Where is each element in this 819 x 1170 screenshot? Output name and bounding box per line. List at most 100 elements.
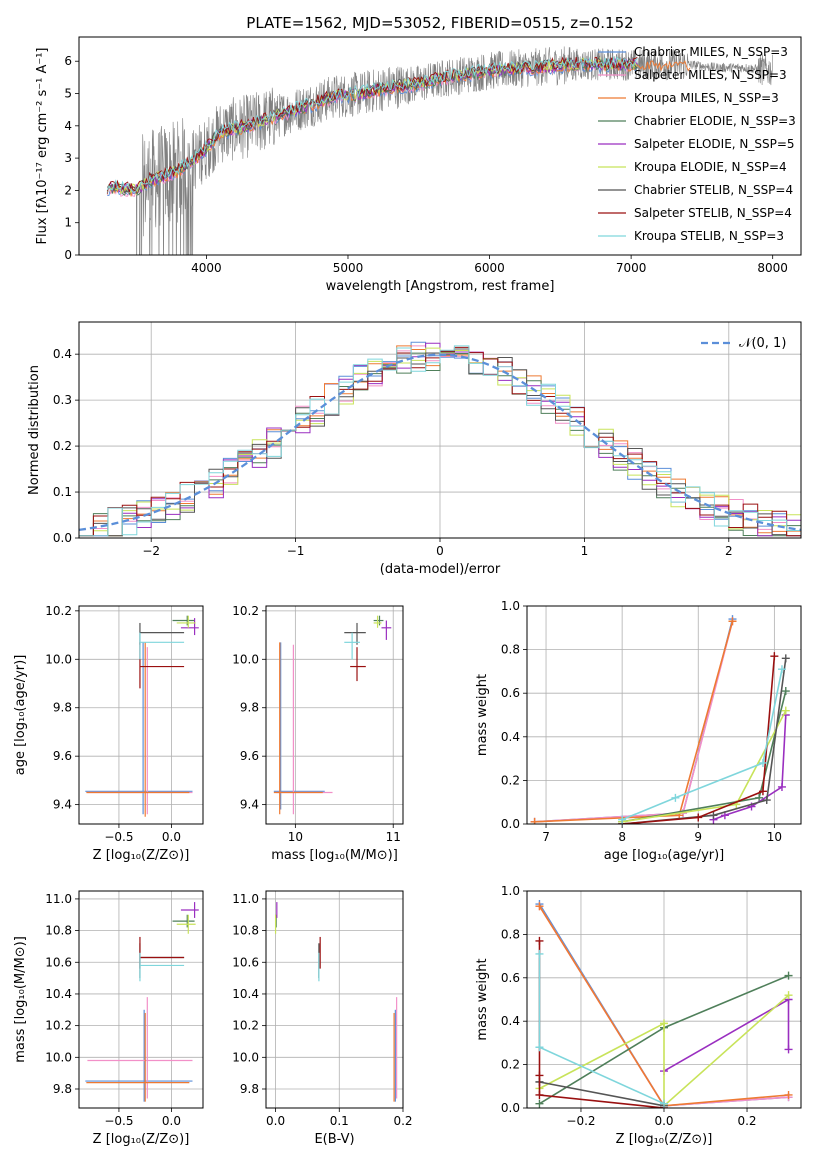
model-spectrum-salpeter_elodie bbox=[106, 57, 638, 194]
residuals-y-tick-label: 0.2 bbox=[53, 439, 72, 453]
weight-marker-kroupa_elodie bbox=[781, 706, 790, 715]
mass_vs_Z-y-axis-label: mass [log₁₀(M/M⊙)] bbox=[13, 936, 28, 1063]
weight_vs_Z-y-tick-label: 0.2 bbox=[501, 1058, 520, 1072]
mass_vs_Z-y-tick-label: 11.0 bbox=[45, 892, 72, 906]
mass_vs_ebv-panel: 0.0 0.1 0.2 9.8 10.0 10.2 10.4 10.6 10.8 11.0 E(B-… bbox=[232, 890, 413, 1147]
normal-distribution-curve bbox=[79, 353, 801, 532]
age_vs_mass-axes-frame bbox=[265, 605, 404, 825]
weight-marker-kroupa_miles bbox=[728, 617, 737, 626]
weight-line-salpeter_stelib bbox=[538, 940, 665, 1108]
legend-entry-normal: 𝒩(0, 1) bbox=[739, 336, 786, 351]
weight-marker-kroupa_stelib bbox=[777, 665, 786, 674]
weight-marker-kroupa_stelib bbox=[671, 793, 680, 802]
mass_vs_ebv-x-tick-label: 0.2 bbox=[393, 1114, 412, 1128]
spectrum-y-axis-label: Flux [fλ10⁻¹⁷ erg cm⁻² s⁻¹ A⁻¹] bbox=[35, 48, 50, 245]
spectrum-x-tick-label: 4000 bbox=[191, 261, 222, 275]
legend-entry-kroupa_stelib: Kroupa STELIB, N_SSP=3 bbox=[634, 229, 784, 243]
panels: 4000 5000 6000 7000 8000 0 1 2 3 4 5 6 wavelength [A… bbox=[13, 36, 802, 1147]
weight-line-chabrier_stelib bbox=[539, 1081, 665, 1107]
mass_vs_Z-axes-frame bbox=[78, 890, 204, 1109]
weight_vs_age-panel: 7 8 9 10 0.0 0.2 0.4 0.6 0.8 1.0 age [log₁₀(age/yr… bbox=[475, 599, 802, 863]
weight_vs_Z-x-tick-label: 0.0 bbox=[654, 1114, 673, 1128]
weight-marker-salpeter_elodie bbox=[784, 1045, 793, 1054]
age_vs_mass-y-tick-label: 9.4 bbox=[240, 798, 259, 812]
mass_vs_ebv-x-tick-label: 0.1 bbox=[330, 1114, 349, 1128]
weight_vs_Z-y-tick-label: 0.4 bbox=[501, 1014, 520, 1028]
weight_vs_Z-x-tick-label: −0.2 bbox=[566, 1114, 595, 1128]
residuals-x-tick-label: −1 bbox=[287, 544, 305, 558]
weight_vs_age-x-axis-label: age [log₁₀(age/yr)] bbox=[604, 848, 725, 863]
age_vs_Z-panel: −0.5 0.0 9.4 9.6 9.8 10.0 10.2 Z [log₁₀(Z/Z⊙)] a… bbox=[13, 604, 204, 863]
weight_vs_Z-y-axis-label: mass weight bbox=[475, 958, 490, 1040]
weight-marker-chabrier_stelib bbox=[709, 811, 718, 820]
mass_vs_ebv-y-tick-label: 10.6 bbox=[232, 955, 259, 969]
spectrum-x-tick-label: 7000 bbox=[616, 261, 647, 275]
residuals-panel: −2 −1 0 1 2 0.0 0.1 0.2 0.3 0.4 (data-model)/error… bbox=[27, 321, 802, 577]
weight-line-salpeter_stelib bbox=[622, 656, 776, 824]
residuals-y-axis-label: Normed distribution bbox=[27, 365, 42, 495]
weight_vs_Z-plot-area bbox=[527, 891, 801, 1108]
age_vs_Z-y-tick-label: 9.8 bbox=[53, 701, 72, 715]
mass_vs_ebv-x-tick-label: 0.0 bbox=[266, 1114, 285, 1128]
age_vs_Z-y-tick-label: 9.4 bbox=[53, 798, 72, 812]
weight-marker-kroupa_stelib bbox=[660, 1099, 668, 1108]
residuals-x-tick-label: 0 bbox=[436, 544, 444, 558]
mass_vs_ebv-y-tick-label: 10.4 bbox=[232, 987, 259, 1001]
residuals-x-axis-label: (data-model)/error bbox=[380, 562, 501, 577]
legend-entry-chabrier_elodie: Chabrier ELODIE, N_SSP=3 bbox=[634, 114, 796, 128]
residuals-y-tick-label: 0.4 bbox=[53, 347, 72, 361]
weight_vs_Z-x-tick-label: 0.2 bbox=[737, 1114, 756, 1128]
weight-marker-kroupa_elodie bbox=[784, 991, 793, 1000]
spectrum-legend: Chabrier MILES, N_SSP=3 Salpeter MILES, N… bbox=[598, 45, 796, 243]
age_vs_Z-axes-frame bbox=[78, 605, 204, 825]
histogram-kroupa_stelib bbox=[79, 345, 801, 538]
mass_vs_ebv-y-tick-label: 10.0 bbox=[232, 1050, 259, 1064]
weight-line-salpeter_miles bbox=[534, 621, 734, 823]
spectrum-y-tick-label: 0 bbox=[64, 248, 72, 262]
weight_vs_Z-y-tick-label: 1.0 bbox=[501, 884, 520, 898]
legend-entry-salpeter_stelib: Salpeter STELIB, N_SSP=4 bbox=[634, 206, 792, 220]
mass_vs_Z-y-tick-label: 10.8 bbox=[45, 924, 72, 938]
residuals-x-tick-label: 1 bbox=[581, 544, 589, 558]
spectrum-y-tick-label: 6 bbox=[64, 54, 72, 68]
weight-marker-salpeter_stelib bbox=[694, 813, 703, 822]
weight-marker-kroupa_stelib bbox=[618, 815, 627, 824]
weight_vs_age-y-tick-label: 0.8 bbox=[501, 643, 520, 657]
mass_vs_ebv-y-tick-label: 10.2 bbox=[232, 1019, 259, 1033]
weight_vs_Z-panel: −0.2 0.0 0.2 0.0 0.2 0.4 0.6 0.8 1.0 Z [log₁₀(Z/Z… bbox=[475, 884, 802, 1147]
model-spectrum-kroupa_stelib bbox=[106, 55, 638, 194]
mass_vs_Z-y-tick-label: 10.4 bbox=[45, 987, 72, 1001]
weight-marker-chabrier_elodie bbox=[784, 971, 793, 980]
age_vs_Z-y-tick-label: 10.0 bbox=[45, 652, 72, 666]
age_vs_Z-x-axis-label: Z [log₁₀(Z/Z⊙)] bbox=[93, 848, 190, 863]
spectrum-x-tick-label: 6000 bbox=[474, 261, 505, 275]
weight_vs_age-axes-frame bbox=[526, 605, 802, 825]
mass_vs_Z-y-tick-label: 9.8 bbox=[53, 1082, 72, 1096]
legend-entry-kroupa_elodie: Kroupa ELODIE, N_SSP=4 bbox=[634, 160, 787, 174]
weight-marker-chabrier_elodie bbox=[535, 1099, 544, 1108]
weight-line-kroupa_stelib bbox=[538, 953, 665, 1105]
weight_vs_age-y-tick-label: 0.6 bbox=[501, 686, 520, 700]
weight-marker-kroupa_miles bbox=[784, 1090, 793, 1099]
weight-marker-salpeter_stelib bbox=[535, 936, 544, 945]
weight-marker-salpeter_stelib bbox=[535, 1071, 544, 1080]
age_vs_mass-x-axis-label: mass [log₁₀(M/M⊙)] bbox=[271, 848, 398, 863]
age_vs_Z-plot-area bbox=[79, 606, 203, 824]
legend-entry-salpeter_elodie: Salpeter ELODIE, N_SSP=5 bbox=[634, 137, 795, 151]
weight_vs_Z-y-tick-label: 0.8 bbox=[501, 927, 520, 941]
mass_vs_Z-panel: −0.5 0.0 9.8 10.0 10.2 10.4 10.6 10.8 11.0 Z [log… bbox=[13, 890, 204, 1147]
weight_vs_age-x-tick-label: 10 bbox=[767, 830, 782, 844]
age_vs_mass-y-tick-label: 9.6 bbox=[240, 749, 259, 763]
weight-marker-salpeter_stelib bbox=[770, 652, 779, 661]
weight_vs_Z-y-tick-label: 0.0 bbox=[501, 1101, 520, 1115]
mass_vs_Z-y-tick-label: 10.0 bbox=[45, 1050, 72, 1064]
residuals-x-tick-label: 2 bbox=[725, 544, 733, 558]
weight_vs_age-y-tick-label: 0.4 bbox=[501, 730, 520, 744]
age_vs_mass-x-tick-label: 10 bbox=[288, 830, 303, 844]
weight_vs_age-plot-area bbox=[527, 606, 801, 824]
age_vs_mass-plot-area bbox=[266, 606, 403, 824]
age_vs_Z-y-axis-label: age [log₁₀(age/yr)] bbox=[13, 655, 28, 776]
weight_vs_Z-axes-frame bbox=[526, 890, 802, 1109]
weight-marker-kroupa_stelib bbox=[535, 949, 544, 958]
